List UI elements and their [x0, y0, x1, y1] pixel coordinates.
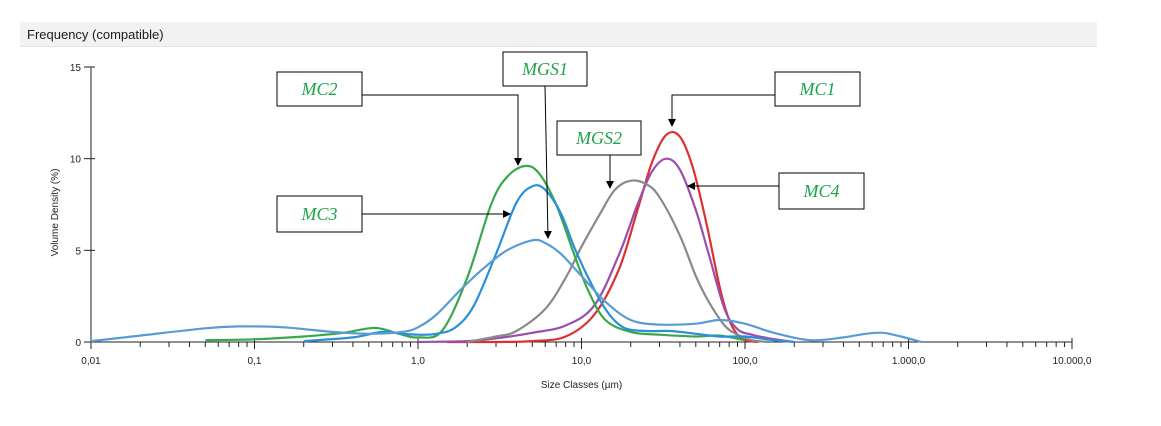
- callout-box: [276, 71, 363, 107]
- x-tick-label: 100,0: [732, 356, 757, 367]
- chart-series: [90, 131, 922, 344]
- panel-header: Frequency (compatible): [20, 22, 1097, 47]
- callout-mgs1: MGS1: [502, 51, 588, 239]
- x-tick-label: 10,0: [572, 356, 592, 367]
- y-tick-label: 10: [70, 155, 82, 166]
- series-line-mgs2: [466, 179, 770, 344]
- callout-leader-line: [668, 94, 775, 127]
- callout-box: [276, 195, 363, 233]
- y-tick-label: 5: [75, 246, 81, 257]
- series-line-mc1: [446, 131, 759, 344]
- x-tick-label: 10.000,0: [1053, 356, 1092, 367]
- callout-box: [774, 71, 861, 107]
- callout-mc1: MC1: [668, 71, 861, 127]
- x-tick-label: 1,0: [411, 356, 425, 367]
- callout-label: MC2: [301, 79, 338, 99]
- y-axis-title: Volume Density (%): [50, 169, 61, 257]
- callout-mc2: MC2: [276, 71, 522, 166]
- series-line-mgs1: [90, 238, 922, 344]
- panel-title: Frequency (compatible): [27, 27, 164, 42]
- callout-box: [778, 172, 865, 210]
- callout-mgs2: MGS2: [556, 120, 642, 189]
- chart-axes: 0,01 0,1 1,0 10,0 100,0 1.000,0 10.000,0 0 5 10 15: [70, 63, 1092, 367]
- y-tick-label: 15: [70, 63, 82, 74]
- callout-label: MC4: [803, 181, 840, 201]
- x-tick-label: 0,1: [248, 356, 262, 367]
- series-line-mc4: [417, 157, 795, 344]
- y-tick-label: 0: [75, 338, 81, 349]
- callout-box: [556, 120, 642, 156]
- chart-callouts: MC2 MGS1 MGS2 MC1 MC3 MC4: [276, 51, 865, 239]
- callout-label: MGS2: [575, 128, 622, 148]
- series-line-mc2: [205, 164, 746, 342]
- callout-leader-line: [362, 94, 522, 166]
- x-tick-label: 1.000,0: [892, 356, 926, 367]
- callout-mc4: MC4: [687, 172, 865, 210]
- callout-label: MGS1: [521, 59, 568, 79]
- callout-label: MC3: [301, 204, 338, 224]
- x-axis-title: Size Classes (µm): [541, 380, 622, 391]
- callout-mc3: MC3: [276, 195, 511, 233]
- callout-box: [502, 51, 588, 87]
- x-tick-label: 0,01: [81, 356, 101, 367]
- callout-label: MC1: [799, 79, 836, 99]
- series-line-mc3: [303, 184, 795, 344]
- callout-leader-line: [543, 85, 552, 239]
